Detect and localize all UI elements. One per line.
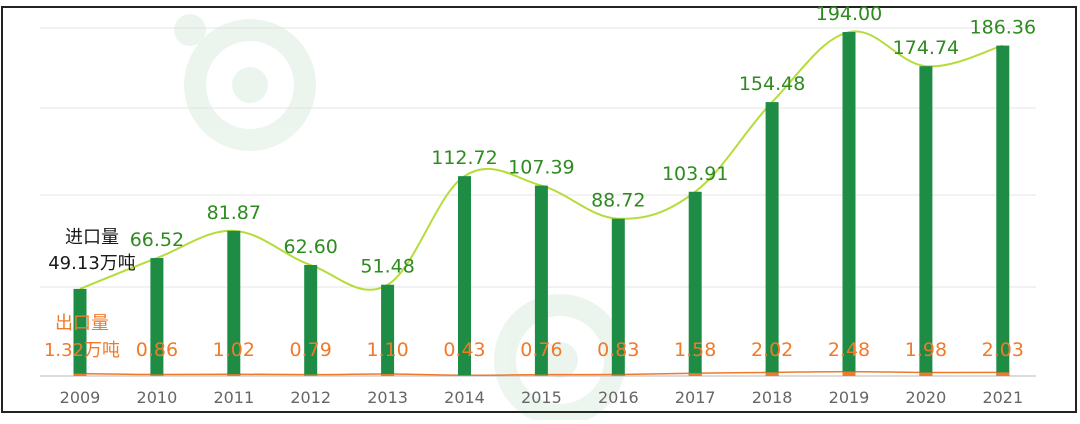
data-labels: 66.52 81.87 62.60 51.48 112.72 107.39 88.72 103… xyxy=(130,3,1036,361)
export-bar xyxy=(688,373,702,376)
import-value-label: 186.36 xyxy=(970,17,1036,39)
import-bar xyxy=(996,45,1010,377)
import-value-label: 112.72 xyxy=(431,147,497,169)
import-bar xyxy=(304,265,318,376)
export-value-label: 2.48 xyxy=(828,339,870,361)
import-value-label: 107.39 xyxy=(508,157,574,179)
x-tick-label: 2021 xyxy=(982,388,1023,407)
export-value-label: 1.02 xyxy=(213,339,255,361)
x-axis: 2009 2010 2011 2012 2013 2014 2015 2016 2017 2018… xyxy=(60,388,1024,407)
x-tick-label: 2012 xyxy=(290,388,331,407)
export-series-name: 出口量 xyxy=(55,313,109,334)
export-value-label: 1.58 xyxy=(674,339,716,361)
export-bar xyxy=(842,371,856,376)
export-bar xyxy=(73,373,87,376)
import-bar xyxy=(919,66,933,377)
import-bar xyxy=(534,185,548,376)
export-bar xyxy=(919,372,933,376)
export-bar xyxy=(611,374,625,376)
export-value-label: 1.98 xyxy=(905,339,947,361)
export-bar xyxy=(227,374,241,376)
x-tick-label: 2015 xyxy=(521,388,562,407)
export-value-label: 0.76 xyxy=(520,339,562,361)
export-bar xyxy=(304,374,318,376)
export-bar xyxy=(996,372,1010,376)
import-bar xyxy=(611,218,625,376)
export-bar xyxy=(150,374,164,376)
import-bar xyxy=(73,288,87,376)
import-value-label: 103.91 xyxy=(662,163,728,185)
import-bar xyxy=(842,32,856,377)
import-value-label: 88.72 xyxy=(591,190,645,212)
import-value-label: 62.60 xyxy=(283,236,337,258)
import-value-label: 66.52 xyxy=(130,229,184,251)
x-tick-label: 2010 xyxy=(137,388,178,407)
export-value-label: 2.03 xyxy=(982,339,1024,361)
x-tick-label: 2014 xyxy=(444,388,485,407)
export-value-label: 1.10 xyxy=(366,339,408,361)
x-tick-label: 2018 xyxy=(752,388,793,407)
export-bar xyxy=(534,374,548,376)
export-bar xyxy=(765,372,779,376)
import-bar xyxy=(688,191,702,376)
export-bar xyxy=(381,374,395,376)
import-value-label: 154.48 xyxy=(739,73,805,95)
import-value-label: 174.74 xyxy=(893,37,959,59)
x-tick-label: 2019 xyxy=(829,388,870,407)
import-bar xyxy=(227,230,241,376)
export-first-value-label: 1.32万吨 xyxy=(44,340,120,361)
import-bar xyxy=(458,176,471,376)
export-value-label: 0.43 xyxy=(443,339,485,361)
export-value-label: 2.02 xyxy=(751,339,793,361)
bars xyxy=(73,32,1010,377)
import-bar xyxy=(150,258,164,376)
export-value-label: 0.86 xyxy=(136,339,178,361)
x-tick-label: 2020 xyxy=(906,388,947,407)
x-tick-label: 2013 xyxy=(367,388,408,407)
import-bar xyxy=(765,102,779,376)
import-bar xyxy=(381,284,395,376)
import-value-label: 194.00 xyxy=(816,3,882,25)
x-tick-label: 2011 xyxy=(213,388,254,407)
export-value-label: 0.83 xyxy=(597,339,639,361)
export-value-label: 0.79 xyxy=(290,339,332,361)
import-value-label: 51.48 xyxy=(360,256,414,278)
import-series-name: 进口量 xyxy=(65,227,119,248)
x-tick-label: 2016 xyxy=(598,388,639,407)
import-first-value-label: 49.13万吨 xyxy=(48,253,136,274)
x-tick-label: 2017 xyxy=(675,388,716,407)
x-tick-label: 2009 xyxy=(60,388,101,407)
export-bar xyxy=(458,375,471,376)
import-value-label: 81.87 xyxy=(207,202,261,224)
